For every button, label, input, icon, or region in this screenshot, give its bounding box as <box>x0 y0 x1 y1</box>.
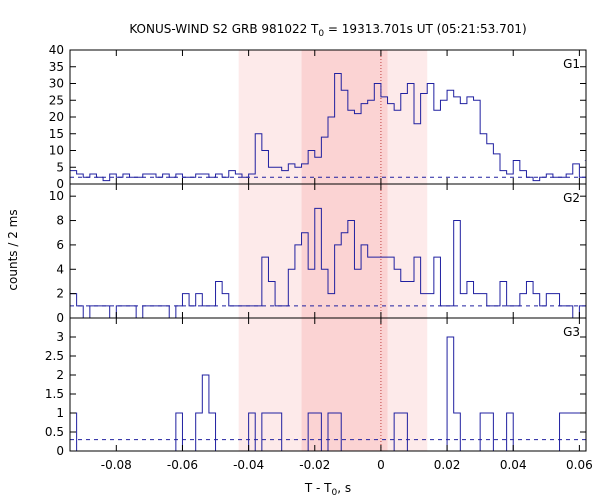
y-tick-label-G1: 40 <box>49 43 64 57</box>
y-tick-label-G1: 10 <box>49 144 64 158</box>
panel-label-G1: G1 <box>563 57 580 71</box>
x-tick-label: 0.04 <box>500 458 527 472</box>
y-tick-label-G3: 3 <box>56 330 64 344</box>
x-tick-label: 0.06 <box>566 458 593 472</box>
y-tick-label-G1: 35 <box>49 60 64 74</box>
y-tick-label-G1: 20 <box>49 110 64 124</box>
y-tick-label-G2: 4 <box>56 262 64 276</box>
y-axis-label: counts / 2 ms <box>6 209 20 290</box>
chart-title: KONUS-WIND S2 GRB 981022 T0 = 19313.701s… <box>129 22 526 39</box>
y-tick-label-G1: 5 <box>56 160 64 174</box>
y-tick-label-G1: 15 <box>49 127 64 141</box>
panel-frames: G1 G2 G3 <box>69 49 587 452</box>
y-tick-label-G3: 2 <box>56 368 64 382</box>
panel-label-G3: G3 <box>563 325 580 339</box>
y-tick-label-G2: 8 <box>56 214 64 228</box>
series-G2 <box>70 207 586 318</box>
y-tick-label-G2: 2 <box>56 287 64 301</box>
y-tick-label-G3: 1 <box>56 406 64 420</box>
x-tick-label: -0.04 <box>233 458 264 472</box>
y-tick-label-G1: 0 <box>56 177 64 191</box>
series-G1 <box>70 72 586 182</box>
series-G3 <box>70 336 586 451</box>
shaded-region-1 <box>301 50 388 451</box>
x-tick-label: 0 <box>377 458 385 472</box>
y-tick-label-G2: 10 <box>49 189 64 203</box>
y-tick-label-G3: 2.5 <box>45 349 64 363</box>
panel-frame-G3 <box>69 317 587 452</box>
y-tick-label-G3: 1.5 <box>45 387 64 401</box>
x-tick-label: 0.02 <box>434 458 461 472</box>
y-tick-label-G3: 0.5 <box>45 425 64 439</box>
x-axis-label: T - T0, s <box>304 481 351 498</box>
x-tick-label: -0.02 <box>299 458 330 472</box>
y-tick-label-G1: 30 <box>49 77 64 91</box>
y-tick-label-G3: 0 <box>56 444 64 458</box>
x-tick-label: -0.06 <box>167 458 198 472</box>
x-tick-label: -0.08 <box>101 458 132 472</box>
y-tick-label-G1: 25 <box>49 93 64 107</box>
panel-label-G2: G2 <box>563 191 580 205</box>
count-series <box>70 72 586 451</box>
y-tick-label-G2: 6 <box>56 238 64 252</box>
y-tick-label-G2: 0 <box>56 311 64 325</box>
axis-ticks: 0510152025303540024681000.511.522.53-0.0… <box>45 43 593 472</box>
